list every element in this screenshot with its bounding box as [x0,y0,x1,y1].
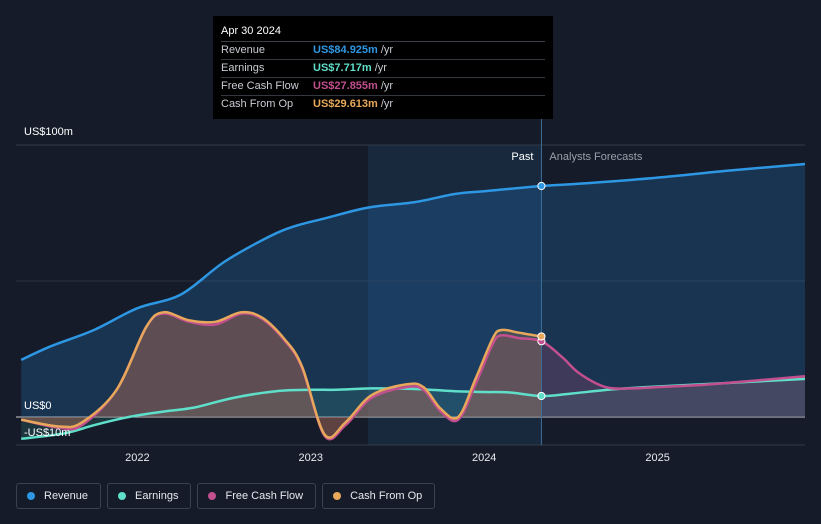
legend-label: Earnings [135,490,179,502]
tooltip-date: Apr 30 2024 [221,24,545,42]
legend-dot-icon [118,492,127,500]
tooltip-row-earnings: Earnings US$7.717m /yr [221,60,545,78]
tooltip-row-name: Revenue [221,44,266,56]
earnings-area [21,378,805,439]
y-axis-top-label: US$100m [24,126,73,138]
tooltip-row-free-cash-flow: Free Cash Flow US$27.855m /yr [221,78,545,96]
cash-from-op-line [20,310,542,439]
past-label: Past [511,151,533,163]
x-tick-label: 2024 [472,452,496,464]
legend-item-cash-from-op[interactable]: Cash From Op [322,483,436,509]
tooltip: Apr 30 2024 Revenue US$84.925m /yr Earni… [213,16,553,119]
earnings-marker [537,391,546,401]
x-tick-label: 2022 [125,452,149,464]
legend-dot-icon [27,492,35,500]
legend-dot-icon [208,492,217,500]
tooltip-row-value: US$7.717m [313,62,372,74]
free-cash-flow-area [21,313,805,440]
y-axis-negative-label: -US$10m [24,427,70,439]
tooltip-row-name: Earnings [221,62,265,74]
tooltip-row-value: US$27.855m [313,80,378,92]
tooltip-row-unit: /yr [380,44,394,56]
legend-dot-icon [333,492,342,500]
revenue-area [21,164,805,417]
revenue-line [20,162,806,362]
earnings-line [21,377,806,441]
tooltip-row-name: Free Cash Flow [221,80,299,92]
free-cash-flow-line [20,312,806,441]
cash-from-op-area [21,312,542,438]
x-tick-label: 2023 [299,452,323,464]
tooltip-row-value: US$29.613m [313,98,378,110]
tooltip-row-revenue: Revenue US$84.925m /yr [221,42,545,60]
forecast-label: Analysts Forecasts [549,151,642,163]
tooltip-row-name: Cash From Op [221,98,294,110]
legend-label: Revenue [44,490,89,502]
tooltip-row-value: US$84.925m [313,44,378,56]
tooltip-row-cash-from-op: Cash From Op US$29.613m /yr [221,96,545,113]
y-axis-zero-label: US$0 [24,400,52,412]
legend-item-revenue[interactable]: Revenue [16,483,102,509]
revenue-marker [537,181,546,191]
legend: Revenue Earnings Free Cash Flow Cash Fro… [16,483,441,509]
tooltip-row-unit: /yr [380,98,394,110]
legend-label: Free Cash Flow [225,490,304,502]
cash-from-op-marker [537,332,546,341]
tooltip-row-unit: /yr [374,62,387,74]
legend-label: Cash From Op [350,490,423,502]
x-tick-label: 2025 [645,452,669,464]
tooltip-row-unit: /yr [380,80,394,92]
legend-item-free-cash-flow[interactable]: Free Cash Flow [197,483,317,509]
legend-item-earnings[interactable]: Earnings [107,483,192,509]
